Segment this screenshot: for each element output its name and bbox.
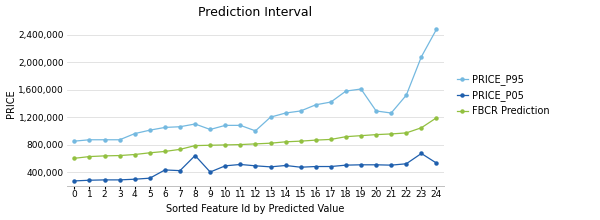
- PRICE_P05: [191, 154, 199, 157]
- PRICE_P05: [221, 165, 229, 167]
- PRICE_P05: [433, 162, 440, 164]
- PRICE_P95: [297, 110, 304, 112]
- FBCR Prediction: [282, 141, 289, 143]
- FBCR Prediction: [327, 138, 334, 141]
- FBCR Prediction: [191, 144, 199, 147]
- FBCR Prediction: [373, 133, 380, 136]
- PRICE_P05: [146, 177, 154, 180]
- PRICE_P95: [116, 138, 123, 141]
- PRICE_P95: [282, 112, 289, 114]
- FBCR Prediction: [418, 126, 425, 129]
- FBCR Prediction: [343, 135, 350, 138]
- FBCR Prediction: [358, 134, 365, 137]
- PRICE_P95: [358, 88, 365, 90]
- PRICE_P05: [101, 179, 108, 181]
- FBCR Prediction: [101, 155, 108, 157]
- Line: PRICE_P95: PRICE_P95: [73, 28, 438, 143]
- FBCR Prediction: [116, 154, 123, 157]
- PRICE_P95: [86, 138, 93, 141]
- PRICE_P05: [116, 179, 123, 181]
- FBCR Prediction: [312, 139, 319, 141]
- PRICE_P95: [101, 138, 108, 141]
- PRICE_P05: [267, 165, 274, 168]
- FBCR Prediction: [252, 143, 259, 145]
- PRICE_P95: [191, 123, 199, 125]
- PRICE_P05: [418, 152, 425, 155]
- PRICE_P95: [327, 101, 334, 103]
- PRICE_P05: [388, 164, 395, 167]
- PRICE_P95: [403, 94, 410, 97]
- PRICE_P95: [131, 132, 139, 135]
- Line: PRICE_P05: PRICE_P05: [73, 152, 438, 182]
- FBCR Prediction: [161, 150, 169, 153]
- FBCR Prediction: [433, 117, 440, 119]
- FBCR Prediction: [297, 140, 304, 143]
- PRICE_P95: [433, 28, 440, 31]
- FBCR Prediction: [176, 148, 184, 151]
- PRICE_P95: [237, 124, 244, 127]
- PRICE_P05: [327, 165, 334, 168]
- PRICE_P05: [403, 162, 410, 165]
- PRICE_P95: [418, 55, 425, 58]
- PRICE_P95: [146, 129, 154, 132]
- PRICE_P05: [358, 163, 365, 166]
- PRICE_P05: [237, 163, 244, 166]
- PRICE_P05: [312, 165, 319, 168]
- FBCR Prediction: [206, 144, 214, 147]
- FBCR Prediction: [388, 133, 395, 135]
- PRICE_P05: [282, 164, 289, 167]
- PRICE_P05: [297, 166, 304, 169]
- FBCR Prediction: [221, 144, 229, 146]
- PRICE_P05: [131, 178, 139, 181]
- PRICE_P05: [206, 171, 214, 173]
- PRICE_P95: [161, 126, 169, 129]
- FBCR Prediction: [86, 155, 93, 158]
- PRICE_P95: [71, 140, 78, 143]
- FBCR Prediction: [267, 142, 274, 145]
- PRICE_P95: [206, 128, 214, 131]
- PRICE_P95: [267, 116, 274, 118]
- Y-axis label: PRICE: PRICE: [5, 89, 16, 118]
- FBCR Prediction: [237, 143, 244, 146]
- PRICE_P05: [343, 164, 350, 167]
- PRICE_P95: [176, 125, 184, 128]
- PRICE_P95: [221, 124, 229, 127]
- X-axis label: Sorted Feature Id by Predicted Value: Sorted Feature Id by Predicted Value: [166, 204, 344, 214]
- FBCR Prediction: [403, 132, 410, 134]
- PRICE_P95: [343, 90, 350, 92]
- PRICE_P95: [252, 130, 259, 132]
- PRICE_P95: [312, 103, 319, 106]
- PRICE_P05: [161, 169, 169, 171]
- FBCR Prediction: [131, 153, 139, 156]
- Title: Prediction Interval: Prediction Interval: [199, 6, 313, 18]
- Line: FBCR Prediction: FBCR Prediction: [73, 116, 438, 160]
- PRICE_P05: [252, 165, 259, 167]
- Legend: PRICE_P95, PRICE_P05, FBCR Prediction: PRICE_P95, PRICE_P05, FBCR Prediction: [452, 71, 554, 120]
- PRICE_P05: [176, 169, 184, 172]
- PRICE_P95: [388, 112, 395, 114]
- PRICE_P95: [373, 110, 380, 112]
- FBCR Prediction: [146, 152, 154, 154]
- PRICE_P05: [86, 179, 93, 182]
- FBCR Prediction: [71, 157, 78, 160]
- PRICE_P05: [71, 180, 78, 182]
- PRICE_P05: [373, 163, 380, 166]
